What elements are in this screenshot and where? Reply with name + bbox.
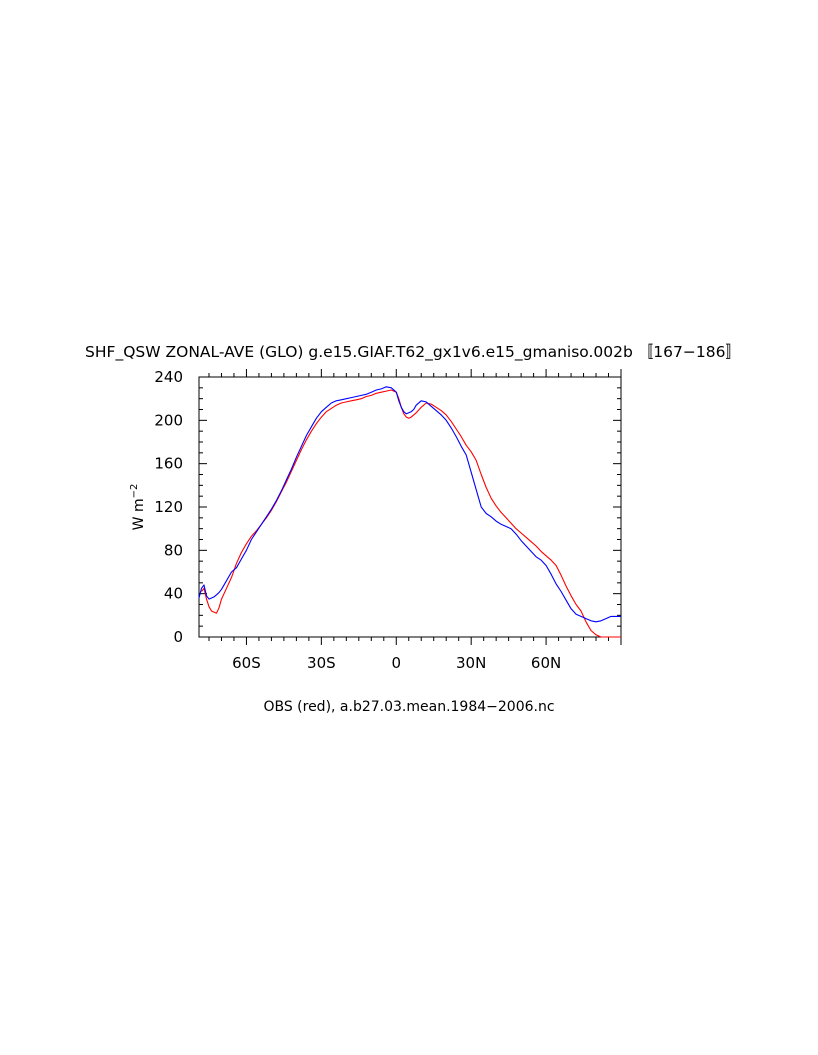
- y-axis-label-text: W m: [131, 498, 147, 530]
- y-axis-label-superscript: −2: [129, 484, 140, 499]
- y-tick-label: 80: [164, 541, 183, 559]
- chart-subtitle: OBS (red), a.b27.03.mean.1984−2006.nc: [263, 699, 554, 715]
- obs-series-line: [201, 389, 621, 638]
- y-tick-label: 160: [154, 455, 183, 473]
- y-axis-label: W m−2: [129, 484, 147, 531]
- y-tick-label: 200: [154, 411, 183, 429]
- model-series-line: [198, 386, 621, 623]
- y-tick-label: 240: [154, 368, 183, 386]
- chart-title: SHF_QSW ZONAL-AVE (GLO) g.e15.GIAF.T62_g…: [85, 343, 741, 362]
- x-tick-label: 30S: [307, 654, 336, 672]
- plot-area: [198, 376, 622, 638]
- x-tick-label: 60N: [531, 654, 561, 672]
- y-tick-label: 120: [154, 498, 183, 516]
- x-tick-label: 0: [391, 654, 401, 672]
- y-tick-label: 0: [173, 628, 183, 646]
- x-tick-labels: 60S 30S 0 30N 60N: [232, 654, 561, 672]
- y-tick-label: 40: [164, 585, 183, 603]
- series-lines: [198, 386, 621, 638]
- y-tick-labels: 0 40 80 120 160 200 240: [154, 368, 183, 646]
- x-tick-label: 60S: [232, 654, 261, 672]
- axis-ticks: [199, 369, 622, 645]
- plot-frame: [198, 376, 622, 638]
- x-tick-label: 30N: [456, 654, 486, 672]
